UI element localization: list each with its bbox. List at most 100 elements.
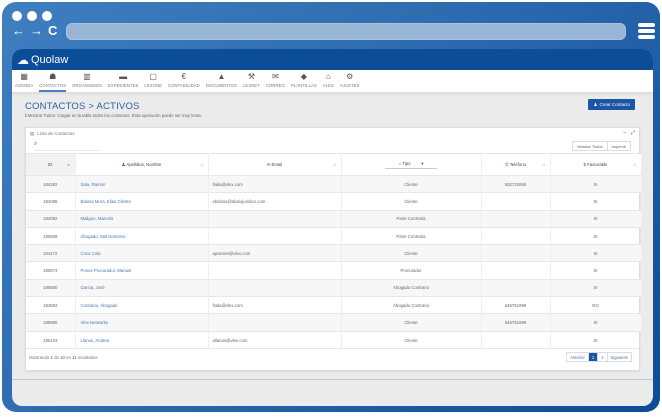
hamburger-icon[interactable] [638, 23, 655, 39]
bank-icon: ⌂ [325, 72, 331, 81]
expand-icon[interactable]: ⤢ [630, 130, 635, 136]
browser-nav: ← → C [12, 24, 57, 38]
app-header: ☁ Quolaw [12, 49, 653, 70]
user-icon: ♟ [121, 161, 127, 167]
forward-arrow-icon[interactable]: → [30, 23, 43, 38]
window-controls [12, 11, 52, 21]
module-agenda[interactable]: ▦ AGENDA [15, 72, 34, 88]
contact-link[interactable]: Balosa Mora, Elias Cliente [75, 192, 209, 211]
table-row[interactable]: 184282 Sala, Ramon fsala@vlex.com Cliente 93… [26, 174, 642, 193]
users-icon: ☗ [49, 72, 57, 81]
browser-window: ← → C ☁ Quolaw ▦ AGENDA ☗ CONTACTOS ▥ ORGAN… [2, 2, 660, 412]
archive-icon: ▬ [119, 72, 128, 81]
module-correo[interactable]: ✉ CORREO [265, 72, 285, 88]
type-filter-select[interactable]: ⌂ Tipo ▾ [385, 161, 437, 169]
envelope-icon: ✉ [266, 161, 272, 167]
main-content: CONTACTOS > ACTIVOS ℹ Mostrar Todos: Car… [12, 94, 653, 406]
show-all-button[interactable]: Mostrar Todos [577, 143, 603, 149]
address-bar[interactable] [66, 23, 626, 40]
panel-header: ▤ Lista de Contactos [26, 128, 639, 139]
divider [12, 379, 653, 380]
window-dot-minimize[interactable] [27, 11, 37, 21]
page-1-button[interactable]: 1 [587, 353, 598, 362]
building-icon: ▥ [83, 72, 91, 81]
contact-link[interactable]: Vlex Networks [75, 313, 209, 332]
sort-icon[interactable]: ◇ [542, 162, 546, 167]
print-button[interactable]: Imprimir [606, 142, 630, 150]
table-footer: Mostrando 1 de 10 en 11 resultados Anter… [26, 348, 639, 366]
table-row[interactable]: 184086 Balosa Mora, Elias Cliente ebalosa@… [26, 192, 642, 211]
column-header-billable[interactable]: $ Facturable ◇ [550, 153, 642, 176]
table-row[interactable]: 180880 Vlex Networks Cliente 645751899 SI [26, 313, 642, 332]
module-ajustes[interactable]: ⚙ AJUSTES [339, 72, 360, 88]
contacts-table: ID ▲ ♟ Apellidos, Nombre ◇ ✉ Email ◇ ⌂ Tipo… [26, 153, 642, 349]
table-row[interactable]: 180808 Abogado, Mal Demonio Parte Contrari… [26, 226, 642, 245]
cogs-icon: ⚙ [346, 72, 354, 81]
sort-icon[interactable]: ◇ [200, 162, 204, 167]
module-documentos[interactable]: ▲ DOCUMENTOS [205, 72, 237, 88]
table-row[interactable]: 184082 Maligno, Marcelo Parte Contraria SI [26, 209, 642, 228]
table-row[interactable]: 180880 Garcia, José Abogado Contrario SI [26, 278, 642, 297]
contact-link[interactable]: Sala, Ramon [75, 174, 209, 193]
module-plantillas[interactable]: ◆ PLANTILLAS [290, 72, 317, 88]
create-contact-button[interactable]: ♟ Crear Contacto [588, 99, 635, 110]
table-toolbar: ⌕ Mostrar Todos Imprimir [26, 139, 639, 153]
table-actions: Mostrar Todos Imprimir [572, 141, 631, 151]
next-page-button[interactable]: Siguiente [606, 353, 631, 362]
column-header-email[interactable]: ✉ Email ◇ [208, 153, 342, 176]
results-info: Mostrando 1 de 10 en 11 resultados [29, 355, 98, 361]
module-lexone[interactable]: ▢ LEXONE [144, 72, 162, 88]
calendar-blank-icon: ▢ [149, 72, 157, 81]
search-icon: ⌕ [34, 141, 38, 147]
column-header-type[interactable]: ⌂ Tipo ▾ [341, 153, 482, 176]
pagination: Anterior 1 2 Siguiente [566, 352, 632, 363]
sort-asc-icon[interactable]: ▲ [66, 162, 71, 167]
contact-link[interactable]: Llanos, Andrea [75, 330, 209, 349]
contact-link[interactable]: Abogado, Mal Demonio [75, 226, 209, 245]
table-row[interactable]: 185103 Llanos, Andrea allanos@vlex.com Clie… [26, 330, 642, 349]
cloud-icon: ☁ [17, 52, 29, 67]
contact-link[interactable]: Coca Cola [75, 244, 209, 262]
module-vlex[interactable]: ⌂ VLEX [322, 72, 334, 88]
contact-link[interactable]: Maligno, Marcelo [75, 209, 209, 228]
user-icon: ♟ [593, 101, 598, 107]
brand-name: Quolaw [31, 53, 69, 66]
info-icon: ℹ [25, 113, 28, 118]
module-contabilidad[interactable]: € CONTABILIDAD [167, 72, 200, 88]
contact-link[interactable]: Ponce Procurador, Manuel [75, 261, 209, 280]
table-row[interactable]: 180874 Ponce Procurador, Manuel Procurador… [26, 261, 642, 280]
column-header-id[interactable]: ID ▲ [26, 153, 76, 176]
table-row[interactable]: 184883 Contrario, Abogado fsala@vlex.com Ab… [26, 296, 642, 314]
sort-icon[interactable]: ◇ [633, 162, 637, 167]
panel-tools: – ⤢ [623, 130, 635, 136]
module-expedientes[interactable]: ▬ EXPEDIENTES [107, 72, 139, 88]
envelope-icon: ✉ [272, 72, 279, 81]
minimize-icon[interactable]: – [623, 130, 626, 136]
table-row[interactable]: 184272 Coca Cola aparnies@vlex.com Cliente S… [26, 244, 642, 262]
window-dot-maximize[interactable] [42, 11, 52, 21]
module-organismos[interactable]: ▥ ORGANISMOS [72, 72, 102, 88]
contact-link[interactable]: Garcia, José [75, 278, 209, 297]
home-icon: ⌂ [398, 160, 403, 166]
module-lexnet[interactable]: ⚒ LEXNET [243, 72, 260, 88]
reload-icon[interactable]: C [48, 23, 58, 38]
euro-icon: € [181, 72, 187, 81]
column-header-name[interactable]: ♟ Apellidos, Nombre ◇ [75, 153, 209, 176]
graduation-cap-icon: ▲ [217, 72, 226, 81]
search-input[interactable]: ⌕ [34, 141, 99, 151]
back-arrow-icon[interactable]: ← [12, 23, 25, 38]
calendar-icon: ▦ [20, 72, 28, 81]
contact-link[interactable]: Contrario, Abogado [75, 296, 209, 314]
tag-icon: ◆ [300, 72, 307, 81]
contacts-panel: ▤ Lista de Contactos – ⤢ ⌕ Mostrar Todos… [25, 127, 642, 371]
module-contactos[interactable]: ☗ CONTACTOS [36, 70, 69, 92]
sort-icon[interactable]: ◇ [333, 162, 337, 167]
page-2-button[interactable]: 2 [597, 353, 606, 362]
prev-page-button[interactable]: Anterior [570, 354, 585, 360]
gavel-icon: ⚒ [247, 72, 256, 81]
table-header-row: ID ▲ ♟ Apellidos, Nombre ◇ ✉ Email ◇ ⌂ Tipo… [26, 153, 642, 176]
column-header-phone[interactable]: ✆ Teléfono ◇ [481, 153, 551, 176]
dollar-icon: $ [583, 162, 588, 167]
page-subtitle: ℹ Mostrar Todos: Cargar en la tabla todo… [25, 113, 202, 118]
window-dot-close[interactable] [12, 11, 22, 21]
